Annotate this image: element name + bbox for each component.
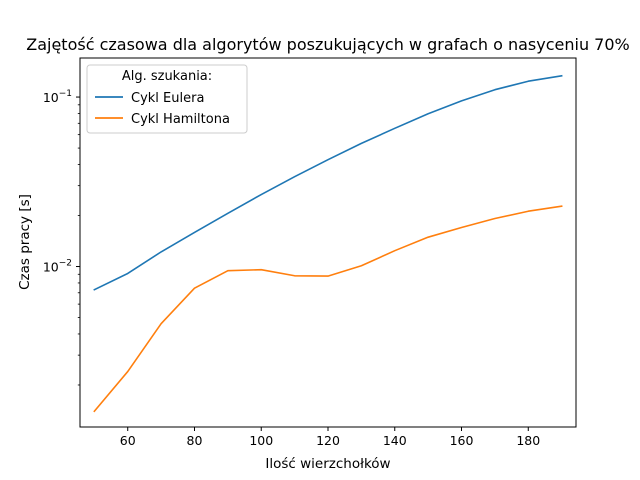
x-axis-label: Ilość wierzchołków (265, 456, 390, 472)
legend-label-cykl-hamiltona: Cykl Hamiltona (131, 112, 230, 127)
series-line-cykl-eulera (93, 74, 563, 291)
plot-frame (79, 57, 577, 428)
y-axis-label: Czas pracy [s] (17, 194, 33, 290)
legend-label-cykl-eulera: Cykl Eulera (131, 91, 204, 106)
x-tick-label-180: 180 (516, 433, 540, 448)
x-tick-label-140: 140 (383, 433, 407, 448)
x-axis: 60 80 100 120 140 160 180 (120, 427, 540, 448)
x-tick-label-120: 120 (316, 433, 340, 448)
y-tick-label-−2: 10−2 (43, 259, 72, 275)
x-tick-label-60: 60 (120, 433, 136, 448)
y-tick-label-−1: 10−1 (43, 89, 72, 105)
legend-box (86, 64, 248, 134)
legend: Alg. szukania: Cykl Eulera Cykl Hamilton… (86, 64, 248, 134)
x-tick-label-160: 160 (450, 433, 474, 448)
series-line-cykl-hamiltona (93, 205, 563, 413)
y-axis: 10−2 10−1 (43, 89, 80, 386)
chart-title: Zajętość czasowa dla algorytów poszukują… (26, 35, 630, 54)
plot-area (93, 74, 563, 413)
x-tick-label-80: 80 (187, 433, 203, 448)
legend-title: Alg. szukania: (122, 69, 212, 84)
x-tick-label-100: 100 (249, 433, 273, 448)
